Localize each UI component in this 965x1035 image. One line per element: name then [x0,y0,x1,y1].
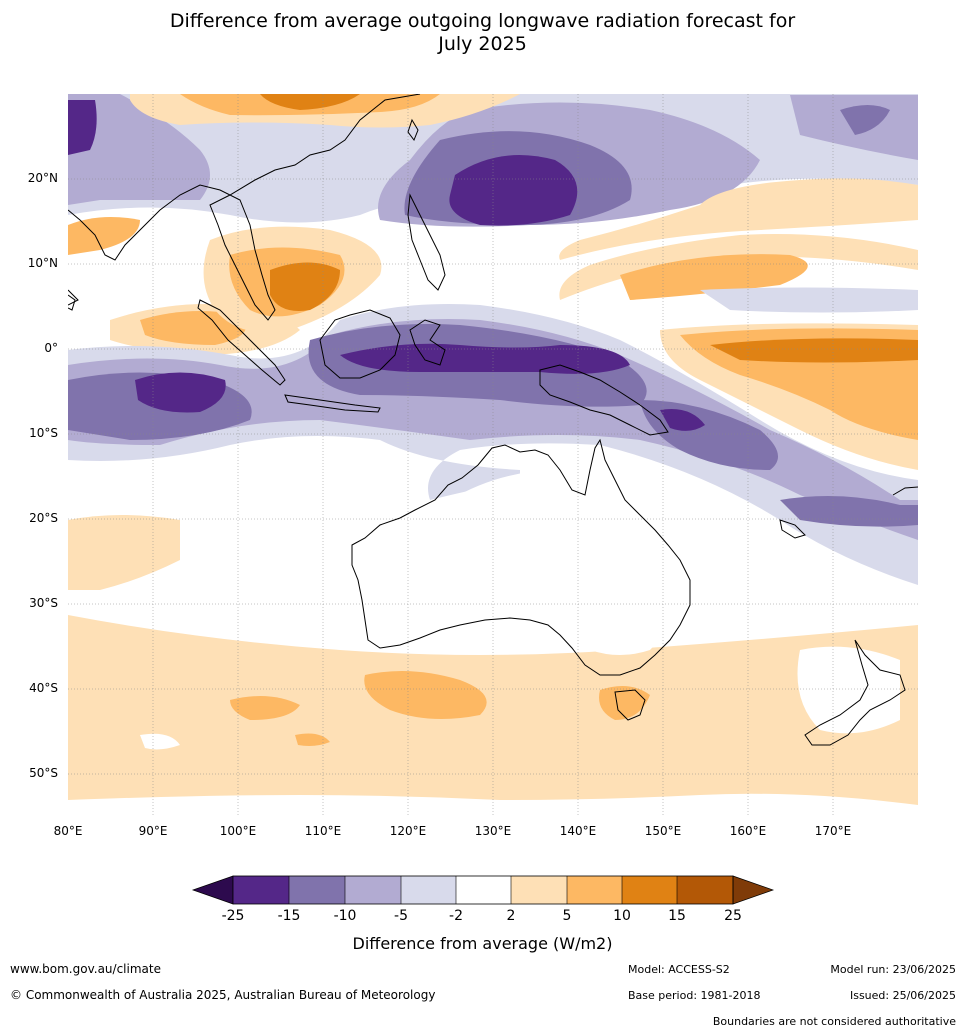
model-text: Model: ACCESS-S2 [628,963,730,976]
coastlines [68,94,918,746]
colorbar-segment [401,876,456,904]
colorbar-segment [233,876,289,904]
colorbar-extend-low [191,875,234,905]
lat-label: 40°S [29,681,58,695]
lon-label: 110°E [304,824,342,838]
lon-label: 100°E [219,824,257,838]
colorbar-tick: -2 [449,908,463,924]
colorbar-segment [677,876,733,904]
lon-label: 130°E [474,824,512,838]
lon-label: 140°E [559,824,597,838]
lon-label: 120°E [389,824,427,838]
lat-label: 10°S [29,426,58,440]
graticule [68,94,918,815]
colorbar-tick: -15 [277,908,301,924]
lat-label: 30°S [29,596,58,610]
issued-text: Issued: 25/06/2025 [849,989,956,1002]
colorbar-segment [567,876,622,904]
colorbar [191,875,775,905]
base-period-text: Base period: 1981-2018 [628,989,761,1002]
colorbar-tick: 5 [562,908,572,924]
lat-label: 50°S [29,766,58,780]
colorbar-title: Difference from average (W/m2) [352,934,613,953]
colorbar-tick: 2 [506,908,516,924]
colorbar-tick: -10 [333,908,357,924]
lat-label: 0° [44,341,58,355]
colorbar-tick: 25 [724,908,742,924]
lat-label: 20°S [29,511,58,525]
colorbar-segment [345,876,401,904]
disclaimer-text: Boundaries are not considered authoritat… [712,1015,956,1028]
colorbar-segment [622,876,677,904]
colorbar-segment [511,876,567,904]
chart-title: Difference from average outgoing longwav… [0,10,965,56]
colorbar-segment [289,876,345,904]
colorbar-extend-high [732,875,775,905]
colorbar-segment [456,876,511,904]
colorbar-tick: 15 [668,908,686,924]
lon-label: 80°E [53,824,83,838]
lat-label: 10°N [27,256,58,270]
website-link[interactable]: www.bom.gov.au/climate [10,962,161,976]
lon-label: 150°E [644,824,682,838]
model-run-text: Model run: 23/06/2025 [830,963,956,976]
title-line-2: July 2025 [438,33,527,55]
colorbar-tick: -5 [394,908,408,924]
lon-label: 160°E [729,824,767,838]
lon-label: 170°E [814,824,852,838]
lat-label: 20°N [27,171,58,185]
colorbar-tick: -25 [221,908,245,924]
copyright-text: © Commonwealth of Australia 2025, Austra… [10,988,436,1002]
title-line-1: Difference from average outgoing longwav… [169,10,796,32]
colorbar-tick: 10 [613,908,631,924]
lon-label: 90°E [138,824,168,838]
